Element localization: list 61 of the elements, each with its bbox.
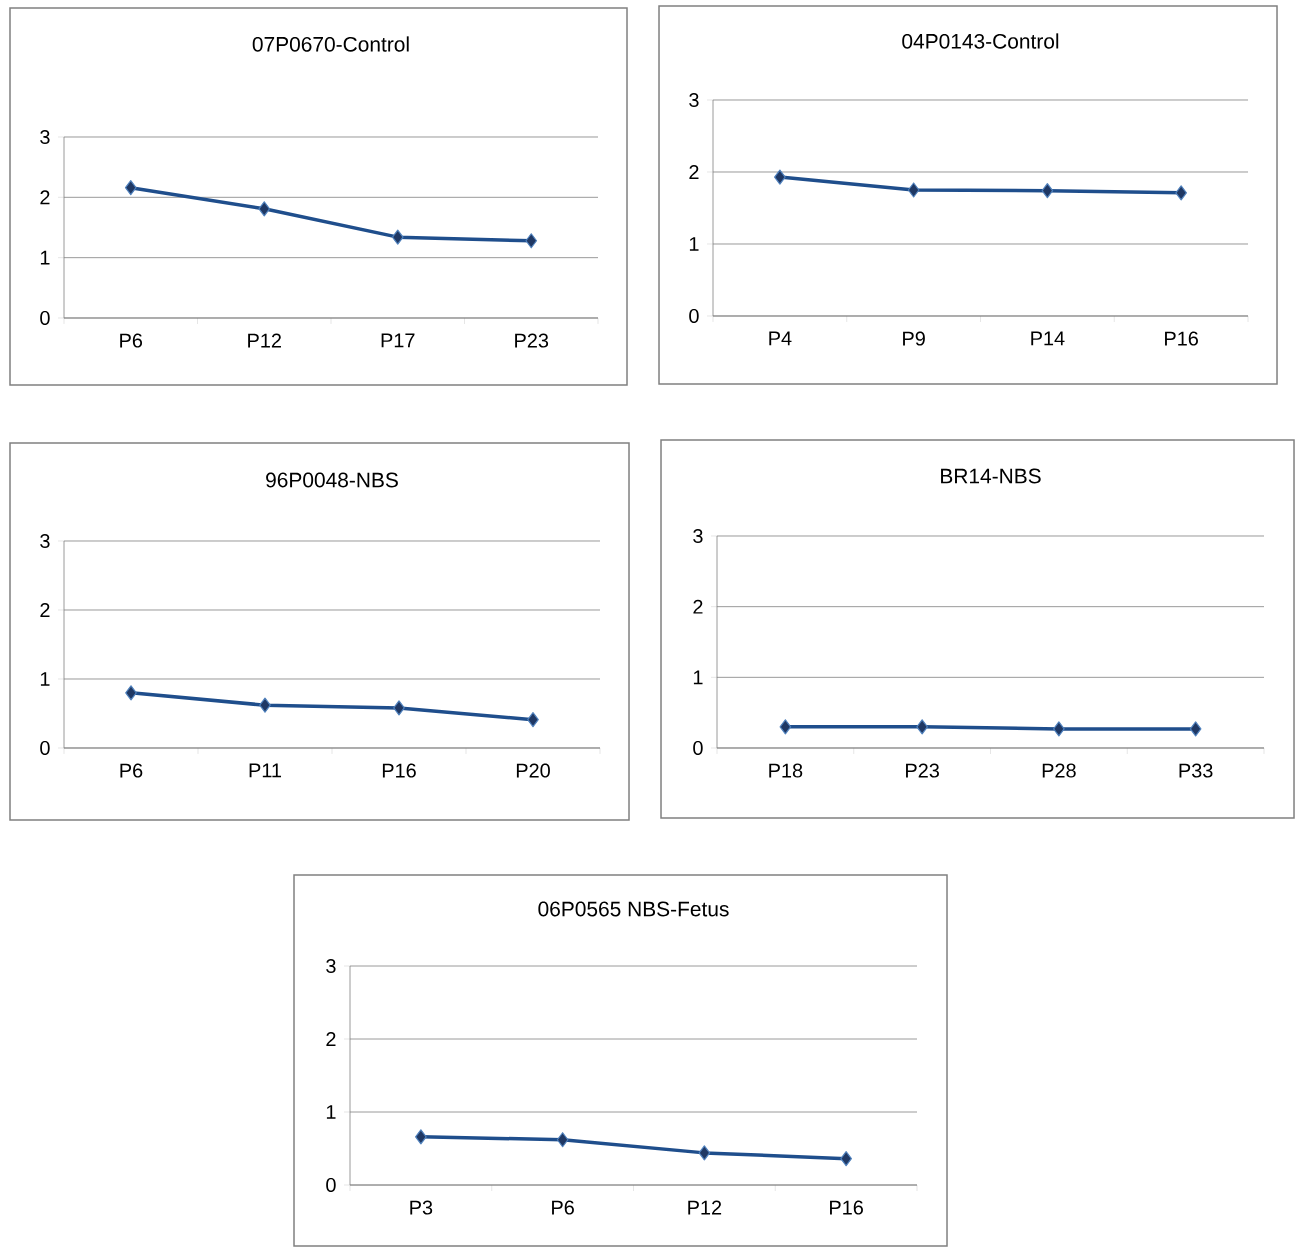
y-tick-label: 0 (693, 740, 703, 756)
y-tick-label: 3 (693, 528, 703, 544)
y-tick-label: 2 (693, 599, 703, 614)
y-tick-label: 0 (40, 740, 50, 756)
x-tick-label: P16 (382, 763, 416, 778)
y-tick-label: 3 (689, 92, 699, 108)
point (698, 1145, 711, 1161)
y-tick-label: 1 (40, 672, 50, 686)
point (1175, 185, 1187, 201)
point (556, 1132, 569, 1148)
x-tick-label: P6 (120, 763, 143, 778)
y-tick-label: 3 (40, 533, 50, 549)
chart-title: 96P0048-NBS (266, 472, 398, 488)
x-tick-label: P23 (515, 333, 549, 348)
y-tick-label: 2 (326, 1032, 336, 1046)
x-tick-label: P23 (906, 763, 939, 778)
chart-title: 07P0670-Control (252, 36, 409, 52)
x-tick-label: P6 (552, 1200, 574, 1215)
x-tick-label: P3 (410, 1200, 433, 1215)
point (774, 169, 786, 185)
y-tick-label: 3 (326, 958, 336, 974)
point (1041, 183, 1054, 199)
x-tick-label: P6 (120, 333, 143, 348)
point (393, 700, 405, 716)
x-tick-label: P14 (1031, 331, 1065, 346)
y-tick-label: 2 (40, 603, 50, 617)
point (907, 182, 920, 198)
point (527, 712, 539, 728)
y-tick-label: 1 (689, 237, 699, 251)
point (525, 233, 538, 249)
chart-title: BR14-NBS (941, 468, 1041, 484)
x-tick-label: P33 (1179, 763, 1213, 778)
x-tick-label: P12 (688, 1200, 722, 1215)
y-tick-label: 1 (693, 670, 703, 685)
point (259, 697, 271, 713)
y-tick-label: 2 (40, 190, 50, 205)
x-tick-label: P20 (516, 763, 550, 778)
point (391, 229, 404, 245)
x-tick-label: P9 (903, 331, 925, 346)
x-tick-label: P4 (769, 331, 792, 346)
y-tick-label: 1 (40, 250, 50, 265)
chart-title: 06P0565 NBS-Fetus (538, 901, 729, 917)
x-tick-label: P16 (830, 1200, 863, 1215)
point (258, 201, 271, 217)
point (124, 180, 137, 196)
chart-title: 04P0143-Control (902, 33, 1059, 49)
y-tick-label: 0 (326, 1177, 336, 1193)
x-tick-label: P11 (249, 763, 282, 778)
point (415, 1129, 427, 1145)
x-tick-label: P28 (1042, 763, 1076, 778)
x-tick-label: P17 (381, 333, 415, 348)
x-tick-label: P12 (248, 333, 281, 348)
y-tick-label: 0 (689, 308, 699, 324)
y-tick-label: 1 (326, 1105, 336, 1119)
y-tick-label: 3 (40, 129, 50, 145)
y-tick-label: 2 (689, 165, 699, 179)
point (125, 685, 137, 701)
point (840, 1151, 852, 1167)
x-tick-label: P18 (769, 763, 803, 778)
y-tick-label: 0 (40, 310, 50, 326)
x-tick-label: P16 (1165, 331, 1198, 346)
